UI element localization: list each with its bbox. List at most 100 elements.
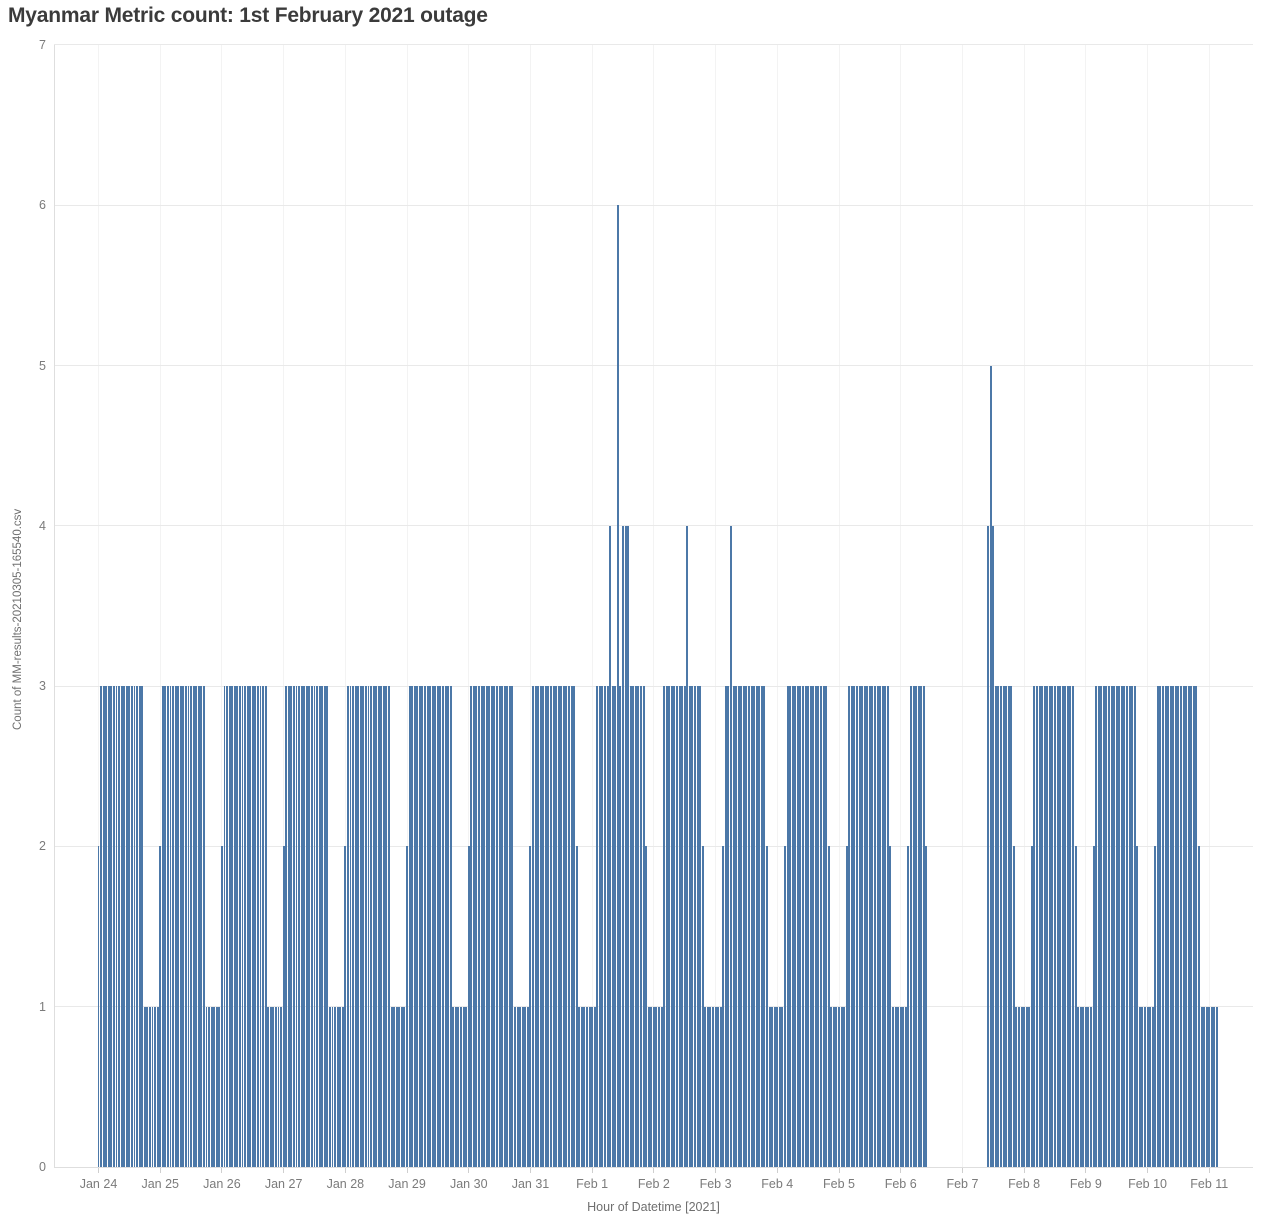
- bar: [118, 686, 121, 1167]
- bar: [395, 1006, 398, 1167]
- bar: [534, 686, 537, 1167]
- bar: [904, 1006, 907, 1167]
- bar: [1205, 1006, 1208, 1167]
- bar: [496, 686, 498, 1167]
- bar: [1146, 1006, 1149, 1167]
- bar: [483, 686, 486, 1167]
- bar: [1131, 686, 1134, 1167]
- bar: [141, 686, 144, 1167]
- bar: [393, 1006, 396, 1167]
- v-gridline: [591, 45, 593, 1167]
- x-tick-label: Jan 24: [79, 1177, 118, 1191]
- bar: [290, 686, 293, 1167]
- bar: [925, 846, 928, 1167]
- bar: [547, 686, 550, 1167]
- bar: [830, 1006, 833, 1167]
- x-tick-mark: [1147, 1168, 1149, 1173]
- bar: [1105, 686, 1108, 1167]
- bar: [460, 1006, 462, 1167]
- h-gridline: [54, 845, 1253, 847]
- bar: [845, 846, 848, 1167]
- bar: [1036, 686, 1038, 1167]
- bar: [503, 686, 506, 1167]
- bar: [514, 1006, 516, 1167]
- bar: [341, 1006, 344, 1167]
- bar: [894, 1006, 897, 1167]
- bar: [123, 686, 126, 1167]
- v-gridline: [1147, 45, 1149, 1167]
- bar: [812, 686, 815, 1167]
- bar: [1087, 1006, 1090, 1167]
- bar: [1072, 686, 1074, 1167]
- bar: [426, 686, 429, 1167]
- bar: [179, 686, 182, 1167]
- v-gridline: [98, 45, 99, 1167]
- x-axis-title: Hour of Datetime [2021]: [587, 1200, 720, 1214]
- bar: [334, 1006, 336, 1167]
- bar: [868, 686, 871, 1167]
- y-tick-label: 4: [39, 518, 46, 533]
- x-tick-mark: [776, 1168, 778, 1173]
- bar: [580, 1006, 583, 1167]
- bar: [1118, 686, 1121, 1167]
- bar: [892, 1006, 894, 1167]
- bar: [197, 686, 200, 1167]
- bar: [575, 846, 578, 1167]
- bar: [169, 686, 172, 1167]
- bar: [339, 1006, 342, 1167]
- bar: [1012, 846, 1015, 1167]
- bar: [1167, 686, 1170, 1167]
- bar: [758, 686, 761, 1167]
- bar: [1056, 686, 1059, 1167]
- bar: [1136, 846, 1139, 1167]
- bar: [215, 1006, 218, 1167]
- bar: [416, 686, 419, 1167]
- bar: [300, 686, 303, 1167]
- bar: [1115, 686, 1118, 1167]
- bar: [912, 686, 915, 1167]
- bar: [886, 686, 889, 1167]
- bar: [359, 686, 362, 1167]
- bar: [871, 686, 874, 1167]
- v-gridline: [776, 45, 778, 1167]
- y-tick-label: 0: [39, 1160, 46, 1174]
- bar: [488, 686, 491, 1167]
- bar: [336, 1006, 339, 1167]
- bar: [730, 525, 732, 1167]
- bar: [1215, 1006, 1218, 1167]
- bar: [1172, 686, 1175, 1167]
- bar: [832, 1006, 835, 1167]
- v-gridline: [838, 45, 840, 1167]
- bar: [205, 1006, 208, 1167]
- bar: [565, 686, 568, 1167]
- bar: [1084, 1006, 1087, 1167]
- bar: [917, 686, 920, 1167]
- bar: [568, 686, 570, 1167]
- bar: [454, 1006, 457, 1167]
- h-gridline: [54, 685, 1253, 687]
- bar: [143, 1006, 146, 1167]
- bar: [277, 1006, 280, 1167]
- bar: [182, 686, 185, 1167]
- bar: [1051, 686, 1054, 1167]
- bar: [727, 686, 730, 1167]
- bar: [1059, 686, 1062, 1167]
- bar: [578, 1006, 581, 1167]
- bar: [385, 686, 388, 1167]
- bar: [817, 686, 820, 1167]
- bar: [254, 686, 257, 1167]
- bar: [835, 1006, 838, 1167]
- bar: [850, 686, 853, 1167]
- bar: [789, 686, 792, 1167]
- bar: [1092, 846, 1095, 1167]
- bar: [1138, 1006, 1141, 1167]
- bar: [177, 686, 180, 1167]
- bar: [375, 686, 378, 1167]
- bar: [249, 686, 252, 1167]
- bar: [377, 686, 380, 1167]
- bar: [128, 686, 131, 1167]
- x-tick-label: Feb 11: [1190, 1177, 1229, 1191]
- bar: [591, 1006, 594, 1167]
- x-tick-label: Feb 2: [637, 1177, 670, 1191]
- bar: [1054, 686, 1056, 1167]
